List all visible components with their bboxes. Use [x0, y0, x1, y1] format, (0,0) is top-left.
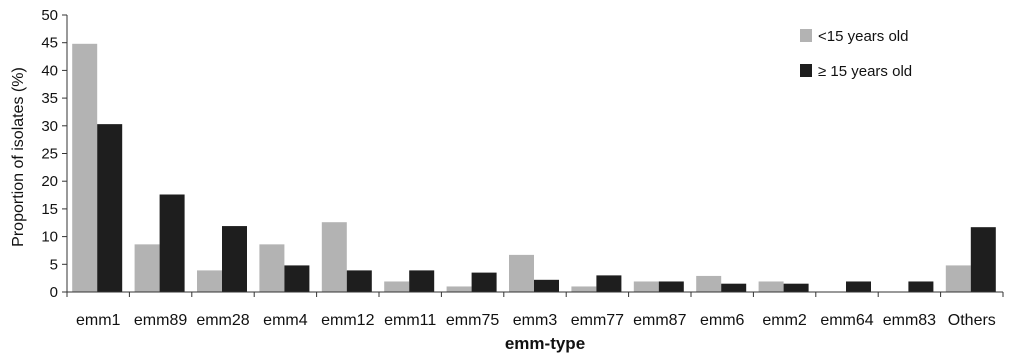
x-tick-label: emm2: [762, 312, 807, 329]
x-tick-label: emm6: [700, 312, 745, 329]
bar-emm12-series-0: [322, 222, 347, 292]
y-tick-label: 25: [41, 146, 58, 163]
x-tick-label: emm89: [134, 312, 187, 329]
x-axis-title: emm-type: [505, 334, 585, 353]
bar-emm89-series-1: [160, 194, 185, 292]
x-tick-label: emm83: [883, 312, 936, 329]
bar-others-series-0: [946, 265, 971, 292]
x-tick-label: emm28: [196, 312, 249, 329]
x-tick-label: emm77: [571, 312, 624, 329]
x-tick-label: emm64: [820, 312, 873, 329]
bar-emm87-series-1: [659, 281, 684, 292]
bar-emm11-series-0: [384, 281, 409, 292]
legend-swatch-under-15: [800, 29, 812, 42]
y-tick-label: 0: [50, 284, 58, 301]
bar-emm12-series-1: [347, 270, 372, 292]
bar-emm4-series-1: [284, 265, 309, 292]
y-tick-label: 50: [41, 7, 58, 24]
bar-emm1-series-0: [72, 44, 97, 292]
bar-emm77-series-0: [571, 286, 596, 292]
bar-emm89-series-0: [135, 244, 160, 292]
bar-emm2-series-1: [784, 284, 809, 292]
y-axis-title: Proportion of isolates (%): [10, 67, 27, 247]
bar-emm64-series-1: [846, 281, 871, 292]
bars: [72, 44, 996, 292]
x-tick-label: Others: [948, 312, 996, 329]
y-axis: 0 5 10 15 20 25 30 35 40 45 50: [41, 7, 67, 301]
bar-emm3-series-0: [509, 255, 534, 292]
bar-emm28-series-0: [197, 270, 222, 292]
x-axis: emm1 emm89 emm28 emm4 emm12 emm11 emm75 emm3 emm…: [67, 292, 1003, 329]
bar-emm83-series-1: [908, 281, 933, 292]
bar-emm6-series-0: [696, 276, 721, 292]
bar-emm87-series-0: [634, 281, 659, 292]
y-tick-label: 20: [41, 173, 58, 190]
x-tick-label: emm1: [76, 312, 121, 329]
x-tick-label: emm4: [263, 312, 308, 329]
x-tick-label: emm12: [321, 312, 374, 329]
bar-emm3-series-1: [534, 280, 559, 292]
legend-label-under-15: <15 years old: [818, 28, 908, 45]
y-tick-label: 30: [41, 118, 58, 135]
y-tick-label: 45: [41, 35, 58, 52]
bar-others-series-1: [971, 227, 996, 292]
y-tick-label: 5: [50, 256, 58, 273]
x-tick-label: emm3: [513, 312, 558, 329]
bar-emm77-series-1: [596, 275, 621, 292]
y-tick-label: 10: [41, 229, 58, 246]
legend: <15 years old ≥ 15 years old: [800, 28, 912, 80]
bar-emm75-series-1: [472, 273, 497, 292]
bar-emm4-series-0: [259, 244, 284, 292]
legend-label-15-plus: ≥ 15 years old: [818, 63, 912, 80]
bar-emm75-series-0: [447, 286, 472, 292]
bar-emm1-series-1: [97, 124, 122, 292]
bar-emm2-series-0: [759, 281, 784, 292]
x-tick-label: emm11: [384, 312, 436, 329]
legend-swatch-15-plus: [800, 64, 812, 77]
x-tick-label: emm75: [446, 312, 499, 329]
bar-emm11-series-1: [409, 270, 434, 292]
bar-emm6-series-1: [721, 284, 746, 292]
x-tick-label: emm87: [633, 312, 686, 329]
y-tick-label: 40: [41, 62, 58, 79]
bar-emm28-series-1: [222, 226, 247, 292]
y-tick-label: 35: [41, 90, 58, 107]
y-tick-label: 15: [41, 201, 58, 218]
